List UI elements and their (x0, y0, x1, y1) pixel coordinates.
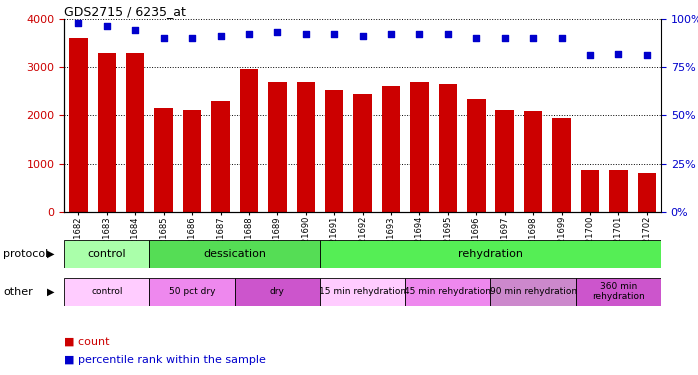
Bar (268, 81, 287, 212)
Text: GDS2715 / 6235_at: GDS2715 / 6235_at (64, 4, 186, 18)
Text: dessication: dessication (203, 249, 266, 259)
Bar (325, 90, 343, 212)
Bar (149, 240, 320, 268)
Bar (211, 101, 230, 212)
Bar (149, 278, 235, 306)
Point (556, 35, 567, 41)
Text: 360 min
rehydration: 360 min rehydration (592, 282, 645, 301)
Point (357, 33, 368, 39)
Text: ▶: ▶ (47, 249, 54, 259)
Point (186, 35, 198, 41)
Bar (353, 94, 372, 212)
Text: control: control (91, 287, 123, 296)
Bar (410, 82, 429, 212)
Bar (609, 170, 628, 212)
Text: rehydration: rehydration (458, 249, 523, 259)
Bar (64, 278, 149, 306)
Bar (183, 111, 201, 212)
Bar (382, 86, 400, 212)
Point (130, 27, 141, 33)
Bar (297, 81, 315, 212)
Bar (64, 240, 149, 268)
Text: ■ count: ■ count (64, 336, 110, 346)
Point (158, 35, 169, 41)
Point (470, 35, 482, 41)
Bar (467, 99, 486, 212)
Bar (581, 170, 599, 212)
Bar (69, 38, 88, 212)
Bar (98, 53, 116, 212)
Point (300, 31, 311, 37)
Bar (496, 111, 514, 212)
Text: 50 pct dry: 50 pct dry (169, 287, 216, 296)
Bar (320, 240, 661, 268)
Text: 90 min rehydration: 90 min rehydration (489, 287, 577, 296)
Point (215, 33, 226, 39)
Bar (552, 118, 571, 212)
Point (73, 20, 84, 26)
Point (101, 24, 112, 30)
Bar (320, 278, 406, 306)
Text: 45 min rehydration: 45 min rehydration (404, 287, 491, 296)
Bar (235, 278, 320, 306)
Point (244, 31, 255, 37)
Bar (438, 84, 457, 212)
Bar (637, 173, 656, 212)
Bar (406, 278, 491, 306)
Point (499, 35, 510, 41)
Text: control: control (87, 249, 126, 259)
Bar (154, 108, 173, 212)
Bar (239, 69, 258, 212)
Bar (126, 53, 144, 212)
Point (584, 53, 595, 58)
Text: 15 min rehydration: 15 min rehydration (319, 287, 406, 296)
Point (385, 31, 396, 37)
Point (613, 51, 624, 57)
Text: ■ percentile rank within the sample: ■ percentile rank within the sample (64, 355, 266, 365)
Text: protocol: protocol (3, 249, 49, 259)
Text: other: other (3, 286, 34, 297)
Point (641, 53, 653, 58)
Point (414, 31, 425, 37)
Bar (491, 278, 576, 306)
Point (443, 31, 454, 37)
Point (528, 35, 539, 41)
Text: dry: dry (270, 287, 285, 296)
Point (272, 29, 283, 35)
Bar (524, 111, 542, 212)
Bar (576, 278, 661, 306)
Text: ▶: ▶ (47, 286, 54, 297)
Point (329, 31, 340, 37)
